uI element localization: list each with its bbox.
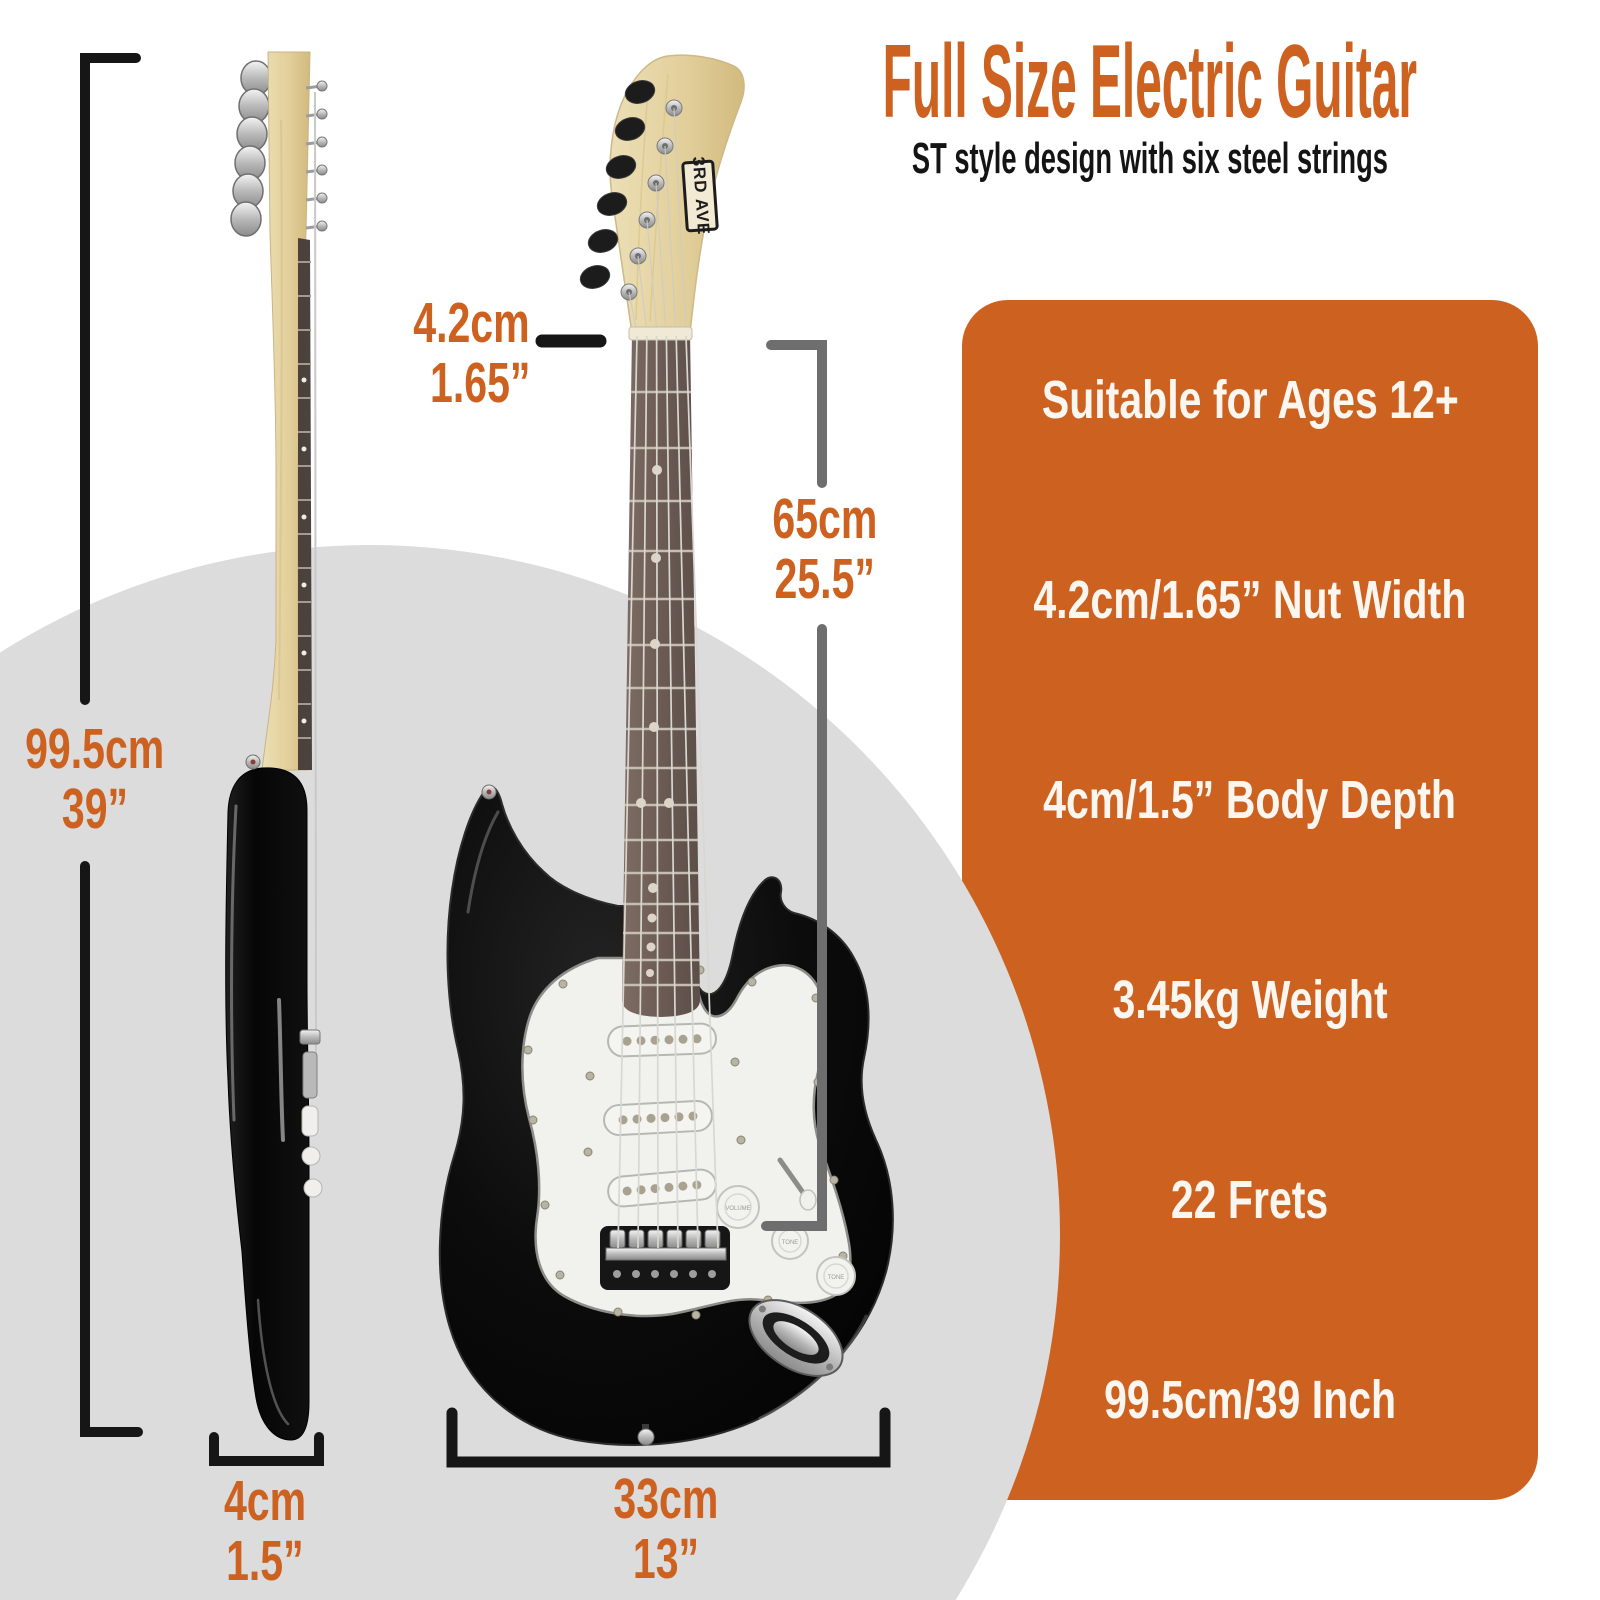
header: Full Size Electric Guitar ST style desig…	[790, 28, 1510, 184]
tone-knob-2: TONE	[816, 1256, 856, 1296]
total-length-label: 99.5cm 39”	[25, 717, 165, 842]
spec-item-weight: 3.45kg Weight	[1112, 970, 1388, 1030]
body-depth-label: 4cm 1.5”	[223, 1469, 307, 1594]
body-depth-bracket	[209, 1432, 324, 1466]
body-width-label: 33cm 13”	[613, 1467, 718, 1592]
pickup-selector-switch	[777, 1157, 817, 1211]
total-length-bracket	[80, 53, 143, 1437]
tuner-buttons	[579, 80, 656, 289]
scale-length-label: 65cm 25.5”	[772, 487, 878, 612]
guitar-front-view: VOLUME TONE TONE	[438, 54, 894, 1446]
scale-length-bracket	[761, 340, 827, 1231]
spec-panel-background	[962, 300, 1538, 1500]
tone-knob-1-label: TONE	[782, 1240, 799, 1246]
spec-item-nut-width: 4.2cm/1.65” Nut Width	[1033, 570, 1467, 630]
spec-panel: Suitable for Ages 12+ 4.2cm/1.65” Nut Wi…	[962, 300, 1538, 1500]
page-title: Full Size Electric Guitar	[882, 24, 1418, 140]
volume-knob-label: VOLUME	[725, 1206, 750, 1212]
nut-width-label: 4.2cm 1.65”	[413, 291, 530, 416]
spec-item-body-depth: 4cm/1.5” Body Depth	[1043, 770, 1457, 830]
body-width-bracket	[446, 1407, 891, 1468]
front-strap-button-bottom	[637, 1424, 655, 1446]
front-strap-button-top	[481, 784, 497, 800]
tone-knob-2-label: TONE	[828, 1275, 845, 1281]
spec-item-frets: 22 Frets	[1171, 1170, 1329, 1230]
spec-item-length: 99.5cm/39 Inch	[1103, 1370, 1397, 1430]
spec-item-ages: Suitable for Ages 12+	[1041, 370, 1459, 430]
side-strap-button	[245, 754, 261, 770]
headstock-logo: 3RD AVE	[681, 156, 719, 236]
guitar-side-view	[225, 51, 328, 1441]
neck-pickup	[607, 1022, 717, 1058]
page-subtitle: ST style design with six steel strings	[911, 134, 1389, 184]
output-jack	[748, 1299, 844, 1377]
